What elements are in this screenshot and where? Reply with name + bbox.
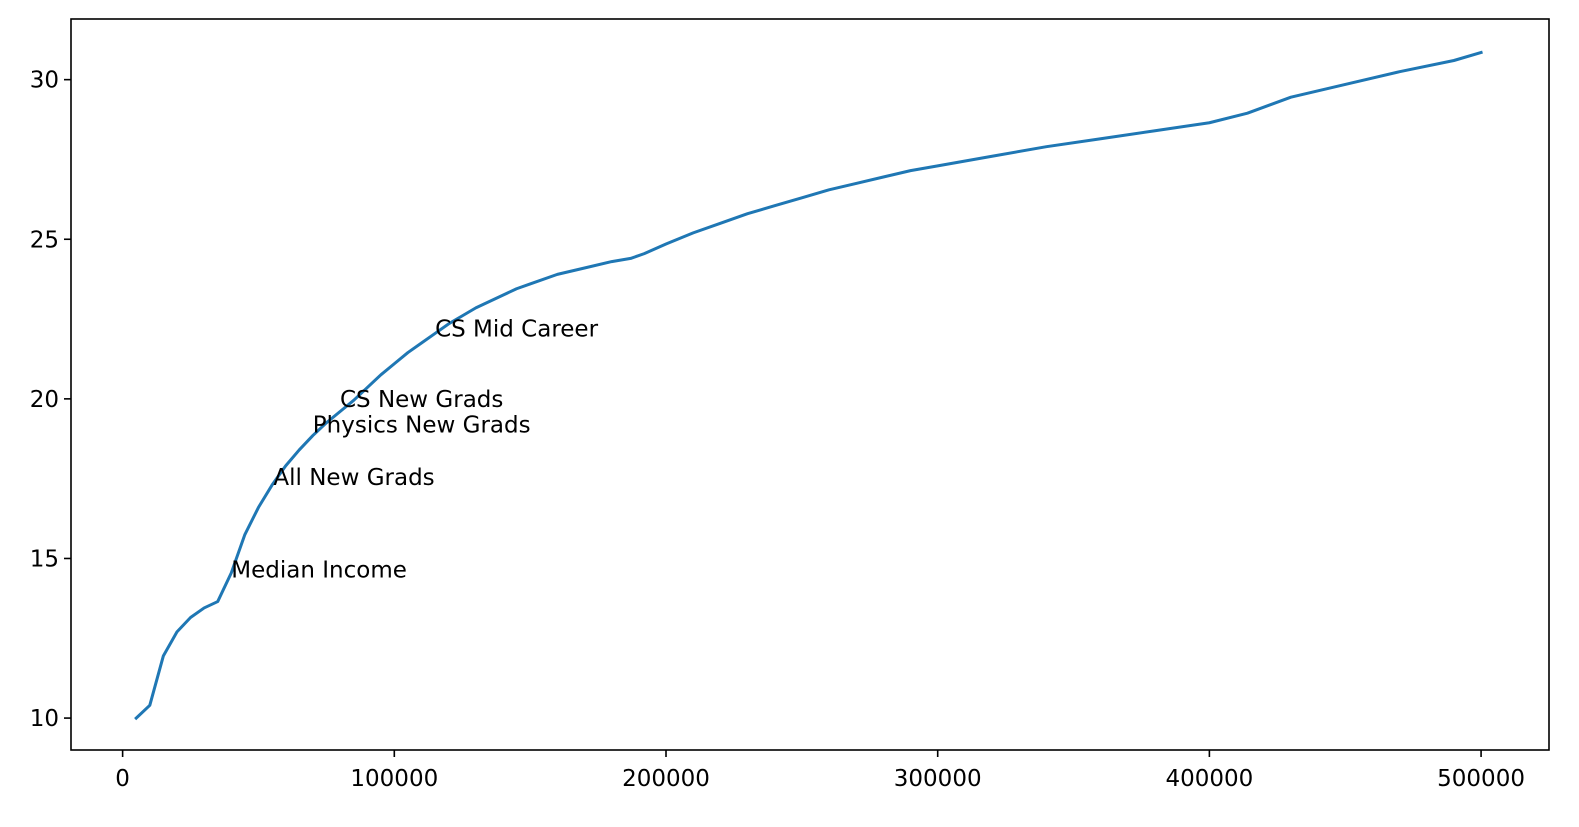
series-layer (134, 50, 1483, 721)
x-tick-label: 300000 (894, 766, 982, 792)
y-tick-label: 15 (30, 546, 59, 572)
y-tick-label: 10 (30, 706, 59, 732)
annotation-label: CS New Grads (340, 387, 503, 413)
series-line-0 (134, 50, 1483, 721)
x-axis: 0 100000 200000 300000 400000 500000 (115, 750, 1525, 792)
y-tick-label: 30 (30, 68, 59, 94)
x-tick-label: 0 (115, 766, 130, 792)
x-tick-label: 400000 (1165, 766, 1253, 792)
y-axis: 10 15 20 25 30 (30, 68, 71, 732)
annotation-label: CS Mid Career (435, 317, 599, 343)
plot-frame (70, 18, 1550, 751)
x-tick-label: 200000 (622, 766, 710, 792)
annotation-label: Median Income (231, 558, 407, 584)
annotation-label: Physics New Grads (313, 412, 531, 438)
x-tick-label: 100000 (350, 766, 438, 792)
annotation-label: All New Grads (273, 465, 434, 491)
annotations-layer: Median Income All New Grads Physics New Gr… (231, 317, 598, 584)
y-tick-label: 20 (30, 387, 59, 413)
y-tick-label: 25 (30, 227, 59, 253)
x-tick-label: 500000 (1437, 766, 1525, 792)
